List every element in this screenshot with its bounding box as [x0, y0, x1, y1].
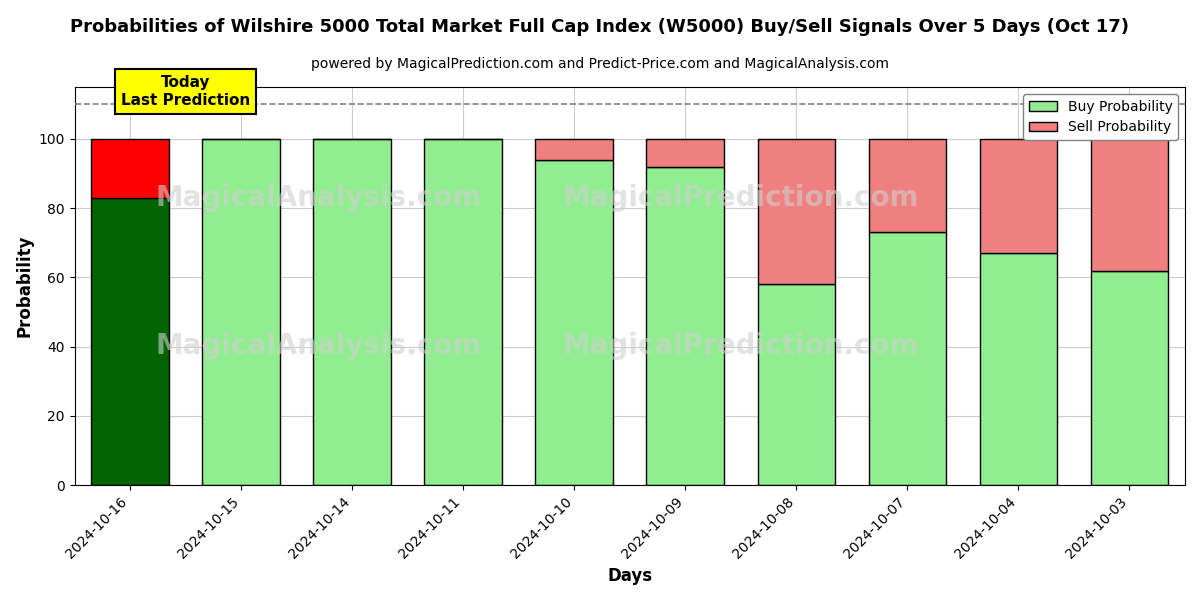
- Bar: [757, 284, 835, 485]
- Bar: [869, 232, 947, 485]
- Text: MagicalAnalysis.com: MagicalAnalysis.com: [156, 184, 482, 212]
- Bar: [535, 160, 613, 485]
- Y-axis label: Probability: Probability: [16, 235, 34, 337]
- Text: Today
Last Prediction: Today Last Prediction: [121, 76, 251, 108]
- X-axis label: Days: Days: [607, 567, 653, 585]
- Bar: [425, 139, 502, 485]
- Bar: [979, 253, 1057, 485]
- Bar: [91, 139, 169, 198]
- Bar: [203, 139, 280, 485]
- Bar: [647, 167, 725, 485]
- Text: MagicalAnalysis.com: MagicalAnalysis.com: [156, 332, 482, 360]
- Bar: [313, 139, 391, 485]
- Legend: Buy Probability, Sell Probability: Buy Probability, Sell Probability: [1024, 94, 1178, 140]
- Bar: [979, 139, 1057, 253]
- Bar: [1091, 271, 1169, 485]
- Bar: [869, 139, 947, 232]
- Bar: [647, 139, 725, 167]
- Bar: [535, 139, 613, 160]
- Text: powered by MagicalPrediction.com and Predict-Price.com and MagicalAnalysis.com: powered by MagicalPrediction.com and Pre…: [311, 57, 889, 71]
- Text: MagicalPrediction.com: MagicalPrediction.com: [563, 184, 919, 212]
- Bar: [91, 198, 169, 485]
- Text: Probabilities of Wilshire 5000 Total Market Full Cap Index (W5000) Buy/Sell Sign: Probabilities of Wilshire 5000 Total Mar…: [71, 18, 1129, 36]
- Text: MagicalPrediction.com: MagicalPrediction.com: [563, 332, 919, 360]
- Bar: [1091, 139, 1169, 271]
- Bar: [757, 139, 835, 284]
